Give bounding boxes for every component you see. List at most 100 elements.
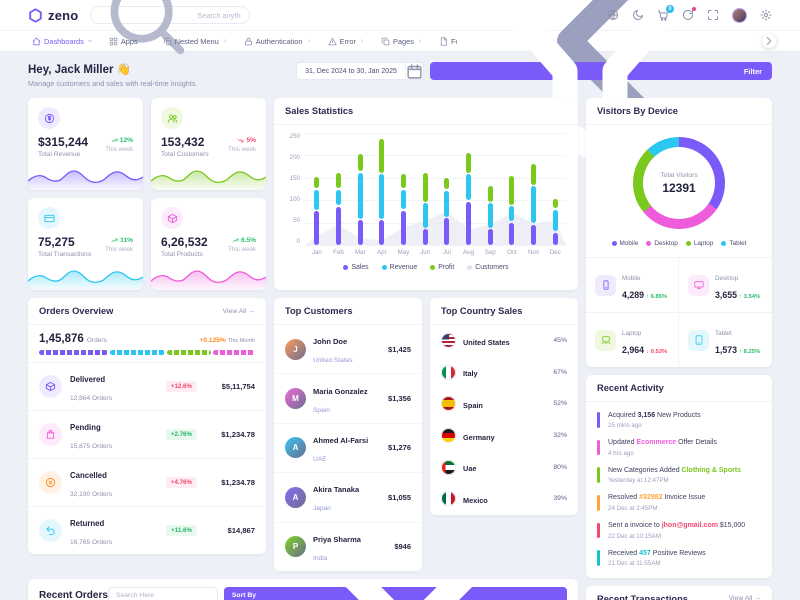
- country-row[interactable]: Mexico 39%: [430, 483, 578, 515]
- filter-button[interactable]: Filter: [429, 0, 772, 171]
- legend-item-profit[interactable]: Profit: [430, 264, 454, 271]
- bar-segment-sales[interactable]: [357, 220, 363, 245]
- bar-segment-sales[interactable]: [401, 210, 407, 245]
- stat-card-total-customers[interactable]: 153,432 Total Customers 5% This week: [151, 98, 266, 190]
- device-stat-laptop[interactable]: Laptop 2,964 ↓ 0.53%: [586, 313, 679, 367]
- language-icon[interactable]: [607, 9, 619, 21]
- customer-row[interactable]: A Akira Tanaka Japan $1,055: [274, 472, 422, 521]
- cart-button[interactable]: 0: [657, 5, 674, 21]
- bar-segment-profit[interactable]: [531, 163, 537, 185]
- country-row[interactable]: Germany 32%: [430, 420, 578, 452]
- order-status-row-returned[interactable]: Returned 16,765 Orders +11.6% $14,867: [28, 506, 266, 554]
- stat-card-total-products[interactable]: 6,26,532 Total Products 6.5% This week: [151, 198, 266, 290]
- bar-segment-sales[interactable]: [336, 206, 341, 245]
- legend-item-sales[interactable]: Sales: [343, 264, 369, 271]
- legend-item-mobile[interactable]: Mobile: [611, 240, 638, 247]
- activity-item[interactable]: Acquired 3,156 New Products 25 mins ago: [597, 406, 761, 434]
- device-stat-desktop[interactable]: Desktop 3,655 ↑ 3.54%: [679, 258, 772, 313]
- activity-item[interactable]: Sent a invoice to jhon@gmail.com $15,000…: [597, 517, 761, 545]
- bar-segment-revenue[interactable]: [552, 209, 558, 232]
- country-row[interactable]: United States 45%: [430, 325, 578, 357]
- table-search[interactable]: [107, 586, 218, 600]
- order-status-row-cancelled[interactable]: Cancelled 32,190 Orders +4.76% $1,234.78: [28, 458, 266, 506]
- legend-item-tablet[interactable]: Tablet: [721, 240, 746, 247]
- country-row[interactable]: Spain 52%: [430, 388, 578, 420]
- legend-item-customers[interactable]: Customers: [467, 264, 509, 271]
- bar-segment-revenue[interactable]: [466, 174, 472, 201]
- nav-scroll-right[interactable]: [762, 34, 776, 48]
- dark-mode-icon[interactable]: [632, 9, 644, 21]
- bar-segment-sales[interactable]: [531, 224, 537, 245]
- activity-item[interactable]: New Categories Added Clothing & Sports Ye…: [597, 461, 761, 489]
- bar-segment-revenue[interactable]: [487, 203, 493, 228]
- refresh-button[interactable]: [682, 7, 696, 21]
- nav-item-error[interactable]: Error: [320, 37, 373, 46]
- bar-segment-profit[interactable]: [422, 173, 428, 202]
- legend-item-laptop[interactable]: Laptop: [685, 240, 713, 247]
- bar-segment-profit[interactable]: [466, 153, 472, 173]
- nav-item-nested-menu[interactable]: Nested Menu: [155, 37, 236, 46]
- bar-segment-sales[interactable]: [552, 232, 558, 245]
- bar-segment-sales[interactable]: [466, 201, 472, 245]
- bar-segment-profit[interactable]: [552, 198, 558, 209]
- order-status-row-pending[interactable]: Pending 15,875 Orders +2.76% $1,234.78: [28, 410, 266, 458]
- customer-row[interactable]: P Priya Sharma India $946: [274, 521, 422, 571]
- laptop-icon: [600, 336, 611, 344]
- customer-row[interactable]: A Ahmed Al-Farsi UAE $1,276: [274, 422, 422, 472]
- country-row[interactable]: Italy 67%: [430, 357, 578, 389]
- nav-item-pages[interactable]: Pages: [373, 37, 431, 46]
- bar-segment-revenue[interactable]: [379, 174, 385, 219]
- legend-item-revenue[interactable]: Revenue: [381, 264, 417, 271]
- device-stat-tablet[interactable]: Tablet 1,573 ↑ 8.25%: [679, 313, 772, 367]
- settings-icon[interactable]: [760, 9, 772, 21]
- bar-segment-sales[interactable]: [422, 229, 428, 245]
- bar-segment-revenue[interactable]: [357, 172, 363, 219]
- bar-segment-sales[interactable]: [314, 211, 320, 245]
- activity-item[interactable]: Updated Ecommerce Offer Details 4 hrs ago: [597, 434, 761, 462]
- stat-card-total-transactions[interactable]: 75,275 Total Transactions 11% This week: [28, 198, 143, 290]
- bar-segment-profit[interactable]: [509, 175, 515, 205]
- stat-card-total-revenue[interactable]: $315,244 Total Revenue 12% This week: [28, 98, 143, 190]
- search-input[interactable]: [197, 10, 242, 20]
- nav-item-dashboards[interactable]: Dashboards: [24, 37, 101, 46]
- legend-item-desktop[interactable]: Desktop: [646, 240, 678, 247]
- global-search[interactable]: [90, 0, 251, 54]
- bar-segment-profit[interactable]: [487, 185, 493, 202]
- view-all-link[interactable]: View All →: [728, 595, 761, 600]
- bar-segment-revenue[interactable]: [444, 190, 450, 217]
- nav-item-forms[interactable]: Forms: [431, 37, 457, 46]
- bar-segment-profit[interactable]: [401, 173, 407, 189]
- view-all-link[interactable]: View All →: [222, 307, 255, 315]
- table-search-input[interactable]: [115, 591, 210, 599]
- bar-segment-sales[interactable]: [509, 222, 515, 245]
- calendar-button[interactable]: [404, 63, 423, 79]
- bar-segment-sales[interactable]: [444, 218, 450, 245]
- customer-row[interactable]: J John Doe United States $1,425: [274, 325, 422, 373]
- bar-segment-revenue[interactable]: [314, 189, 320, 210]
- date-range-picker[interactable]: 31, Dec 2024 to 30, Jan 2025: [296, 62, 424, 80]
- activity-item[interactable]: Resolved #32982 Invoice Issue 24 Dec at 2…: [597, 489, 761, 517]
- bar-segment-profit[interactable]: [314, 177, 320, 189]
- device-stat-mobile[interactable]: Mobile 4,289 ↑ 6.85%: [586, 258, 679, 313]
- bar-segment-revenue[interactable]: [509, 206, 515, 222]
- bar-segment-profit[interactable]: [357, 153, 363, 172]
- user-avatar[interactable]: [732, 7, 747, 23]
- nav-item-apps[interactable]: Apps: [101, 37, 155, 46]
- brand-logo[interactable]: zeno: [28, 8, 78, 23]
- bar-segment-revenue[interactable]: [422, 203, 428, 228]
- bar-segment-profit[interactable]: [379, 138, 385, 173]
- bar-segment-profit[interactable]: [336, 173, 341, 189]
- bar-segment-profit[interactable]: [444, 177, 450, 190]
- bar-segment-sales[interactable]: [379, 220, 385, 245]
- order-status-row-delivered[interactable]: Delivered 12,864 Orders +12.6% $5,11,754: [28, 362, 266, 410]
- bar-segment-revenue[interactable]: [531, 186, 537, 224]
- fullscreen-icon[interactable]: [707, 9, 719, 21]
- sort-by-button[interactable]: Sort By: [223, 578, 567, 600]
- customer-row[interactable]: M Maria Gonzalez Spain $1,356: [274, 373, 422, 422]
- bar-segment-revenue[interactable]: [336, 189, 341, 206]
- country-row[interactable]: Uae 80%: [430, 451, 578, 483]
- bar-segment-sales[interactable]: [487, 229, 493, 245]
- nav-item-authentication[interactable]: Authentication: [236, 37, 320, 46]
- bar-segment-revenue[interactable]: [401, 189, 407, 210]
- activity-item[interactable]: Received 457 Positive Reviews 21 Dec at 1…: [597, 544, 761, 572]
